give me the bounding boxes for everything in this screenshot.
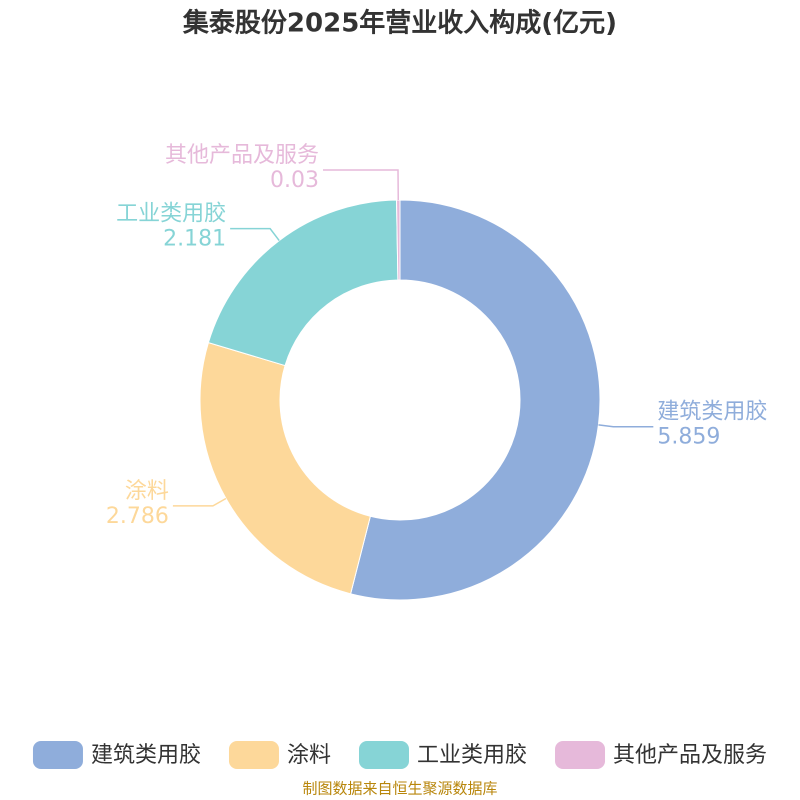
legend-label: 其他产品及服务 bbox=[613, 743, 767, 768]
legend-swatch bbox=[32, 741, 83, 769]
legend-swatch bbox=[228, 741, 279, 769]
slice-label: 其他产品及服务 bbox=[165, 143, 319, 168]
slice-label: 建筑类用胶 bbox=[657, 400, 767, 425]
slice-label: 工业类用胶 bbox=[116, 202, 226, 227]
legend-label: 建筑类用胶 bbox=[91, 743, 201, 768]
leader-line bbox=[230, 227, 280, 242]
slice-value: 2.181 bbox=[163, 227, 226, 252]
leader-line bbox=[598, 424, 654, 428]
slice-value: 2.786 bbox=[106, 504, 169, 529]
donut-slice bbox=[199, 341, 371, 595]
legend-label: 工业类用胶 bbox=[417, 743, 527, 768]
leader-line bbox=[323, 169, 400, 201]
legend-swatch bbox=[359, 741, 409, 769]
source-note: 制图数据来自恒生聚源数据库 bbox=[302, 780, 497, 798]
slice-label: 涂料 bbox=[125, 479, 169, 504]
slice-value: 0.03 bbox=[270, 168, 319, 193]
donut-slice bbox=[396, 199, 401, 281]
legend-swatch bbox=[555, 741, 606, 769]
donut-slice bbox=[350, 199, 601, 601]
donut-slice bbox=[207, 199, 399, 367]
slice-value: 5.859 bbox=[657, 425, 720, 450]
leader-line bbox=[172, 497, 227, 507]
legend-label: 涂料 bbox=[287, 743, 331, 768]
chart-title: 集泰股份2025年营业收入构成(亿元) bbox=[182, 8, 617, 39]
